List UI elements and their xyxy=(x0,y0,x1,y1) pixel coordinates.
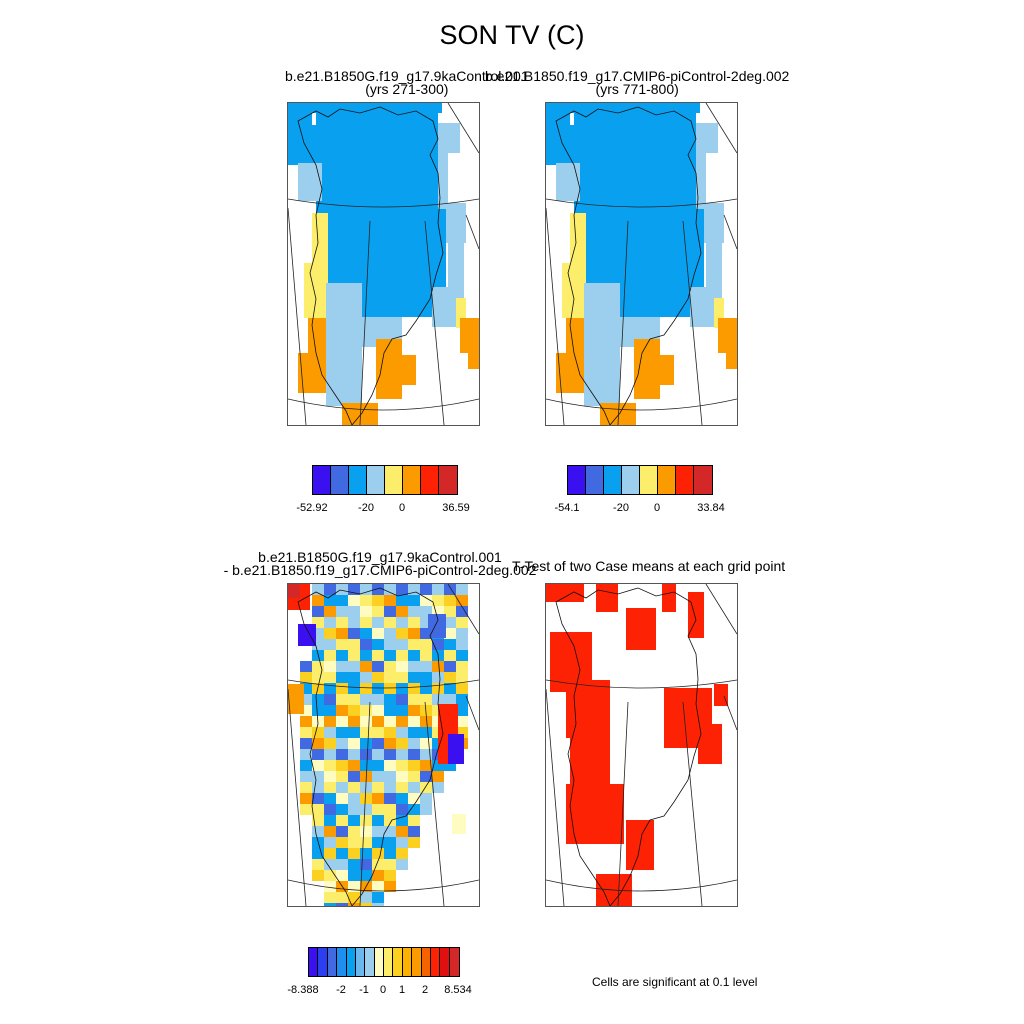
map-case1-svg xyxy=(288,103,479,425)
colorbar-1-swatch-6 xyxy=(421,466,439,494)
cbar3-label-1: 1 xyxy=(398,984,406,996)
figure-title: SON TV (C) xyxy=(439,20,585,50)
colorbar-case1-labels: -52.92 -20 0 36.59 xyxy=(296,502,469,516)
cbar2-label-min: -54.1 xyxy=(554,502,580,514)
colorbar-3-swatch-3 xyxy=(337,948,347,976)
panel3-title-line2: - b.e21.B1850.f19_g17.CMIP6-piControl-2d… xyxy=(223,562,537,578)
panel4-title: T-Test of two Case means at each grid po… xyxy=(512,558,786,574)
cbar2-label-zero: 0 xyxy=(653,502,661,514)
colorbar-3-swatch-11 xyxy=(412,948,422,976)
cbar1-label-zero: 0 xyxy=(398,502,406,514)
colorbar-case2 xyxy=(567,465,713,495)
map-panel-case1 xyxy=(287,102,480,426)
colorbar-3-swatch-14 xyxy=(440,948,450,976)
colorbar-2-swatch-0 xyxy=(568,466,586,494)
colorbar-difference xyxy=(308,947,460,977)
colorbar-2-swatch-1 xyxy=(586,466,604,494)
panel2-title-line1: b.e21.B1850.f19_g17.CMIP6-piControl-2deg… xyxy=(485,68,790,84)
colorbar-3-swatch-8 xyxy=(384,948,394,976)
map-panel-difference xyxy=(287,583,480,907)
colorbar-2-swatch-4 xyxy=(640,466,658,494)
colorbar-2-swatch-6 xyxy=(676,466,694,494)
colorbar-1-swatch-0 xyxy=(313,466,331,494)
colorbar-1-swatch-5 xyxy=(403,466,421,494)
panel3-title-line1: b.e21.B1850G.f19_g17.9kaControl.001 xyxy=(258,549,502,565)
colorbar-2-swatch-2 xyxy=(604,466,622,494)
map-ttest-svg xyxy=(546,584,737,906)
colorbar-3-swatch-0 xyxy=(309,948,319,976)
map-panel-ttest xyxy=(545,583,738,907)
colorbar-2-swatch-5 xyxy=(658,466,676,494)
colorbar-1-swatch-3 xyxy=(367,466,385,494)
cbar2-label-neg20: -20 xyxy=(613,502,629,514)
colorbar-3-swatch-2 xyxy=(327,948,338,976)
colorbar-3-swatch-1 xyxy=(318,948,328,976)
colorbar-case1 xyxy=(312,465,458,495)
cbar3-label-neg2: -2 xyxy=(336,984,346,996)
colorbar-case2-labels: -54.1 -20 0 33.84 xyxy=(554,502,724,516)
colorbar-difference-labels: -8.388 -2 -1 0 1 2 8.534 xyxy=(287,984,471,998)
colorbar-1-swatch-4 xyxy=(385,466,403,494)
cbar3-label-min: -8.388 xyxy=(287,984,319,996)
colorbar-3-swatch-12 xyxy=(421,948,431,976)
colorbar-3-swatch-10 xyxy=(402,948,413,976)
colorbar-3-swatch-4 xyxy=(346,948,356,976)
panel2-title: b.e21.B1850.f19_g17.CMIP6-piControl-2deg… xyxy=(485,68,790,97)
panel1-title-line2: (yrs 271-300) xyxy=(365,81,449,97)
colorbar-3-swatch-6 xyxy=(365,948,375,976)
cbar2-label-max: 33.84 xyxy=(697,502,725,514)
panel2-title-line2: (yrs 771-800) xyxy=(595,81,679,97)
colorbar-1-swatch-1 xyxy=(331,466,349,494)
colorbar-3-swatch-5 xyxy=(355,948,366,976)
colorbar-2-swatch-3 xyxy=(622,466,640,494)
map-panel-case2 xyxy=(545,102,738,426)
cbar3-label-neg1: -1 xyxy=(359,984,369,996)
colorbar-3-swatch-9 xyxy=(393,948,403,976)
colorbar-1-swatch-2 xyxy=(349,466,367,494)
cbar1-label-min: -52.92 xyxy=(296,502,328,514)
cbar3-label-2: 2 xyxy=(421,984,429,996)
cbar3-label-max: 8.534 xyxy=(444,984,472,996)
panel3-title: b.e21.B1850G.f19_g17.9kaControl.001 - b.… xyxy=(215,549,545,578)
colorbar-3-swatch-7 xyxy=(374,948,384,976)
panel1-title-line1: b.e21.B1850G.f19_g17.9kaControl.001 xyxy=(285,68,529,84)
significance-note: Cells are significant at 0.1 level xyxy=(592,975,758,989)
map-difference-svg xyxy=(288,584,479,906)
panel4-title-line1: T-Test of two Case means at each grid po… xyxy=(512,558,786,574)
cbar1-label-max: 36.59 xyxy=(442,502,470,514)
colorbar-3-swatch-13 xyxy=(430,948,441,976)
panel1-title: b.e21.B1850G.f19_g17.9kaControl.001 (yrs… xyxy=(285,68,529,97)
cbar3-label-zero: 0 xyxy=(379,984,387,996)
map-case2-svg xyxy=(546,103,737,425)
colorbar-3-swatch-15 xyxy=(449,948,459,976)
cbar1-label-neg20: -20 xyxy=(358,502,374,514)
colorbar-2-swatch-7 xyxy=(694,466,712,494)
colorbar-1-swatch-7 xyxy=(439,466,457,494)
